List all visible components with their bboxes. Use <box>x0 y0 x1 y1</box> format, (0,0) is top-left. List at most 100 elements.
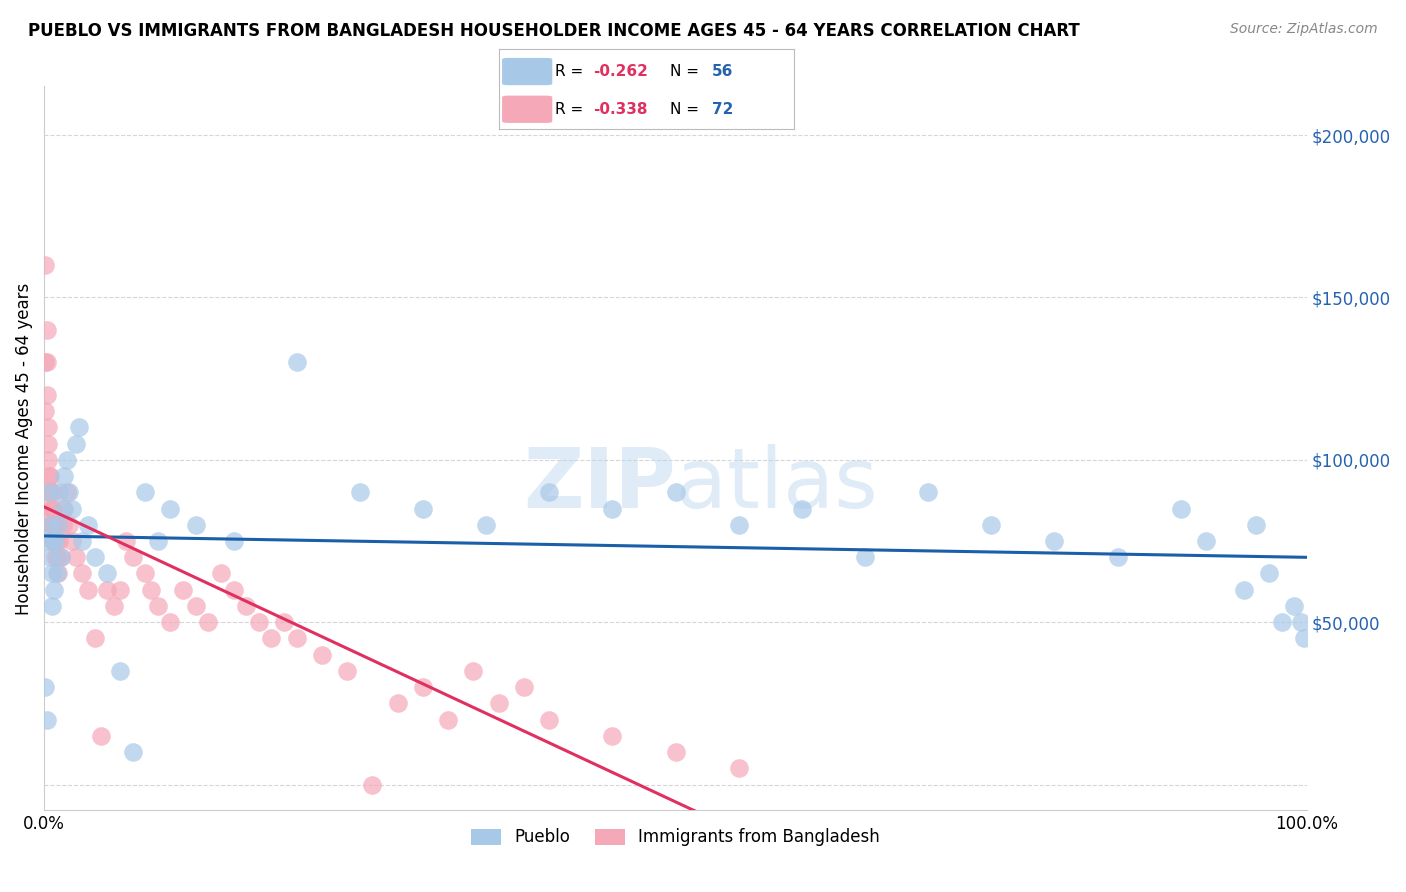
Point <box>121 745 143 759</box>
Point <box>146 533 169 548</box>
Point <box>35 323 58 337</box>
Text: R =: R = <box>555 64 588 79</box>
Point <box>463 664 485 678</box>
Point <box>197 615 219 629</box>
Point <box>45 566 67 581</box>
Point <box>48 485 70 500</box>
Point <box>727 517 749 532</box>
Point <box>1043 533 1066 548</box>
Point <box>60 501 83 516</box>
Point <box>96 566 118 581</box>
Point <box>159 615 181 629</box>
Point <box>1107 550 1129 565</box>
Point <box>35 713 58 727</box>
Point <box>602 729 624 743</box>
Point <box>49 550 72 565</box>
Point <box>83 550 105 565</box>
Point <box>172 582 194 597</box>
Legend: Pueblo, Immigrants from Bangladesh: Pueblo, Immigrants from Bangladesh <box>464 822 887 853</box>
Point <box>39 550 62 565</box>
Point <box>38 501 60 516</box>
Point <box>488 696 510 710</box>
Point <box>96 582 118 597</box>
Point <box>70 566 93 581</box>
Point <box>513 680 536 694</box>
Point <box>39 485 62 500</box>
Point <box>48 533 70 548</box>
Point <box>260 632 283 646</box>
Point <box>1294 632 1316 646</box>
Point <box>134 566 156 581</box>
Point <box>83 632 105 646</box>
Point <box>56 452 79 467</box>
Text: N =: N = <box>671 102 704 117</box>
Point <box>273 615 295 629</box>
Point <box>38 485 60 500</box>
Point <box>42 533 65 548</box>
Point <box>790 501 813 516</box>
Point <box>285 632 308 646</box>
Point <box>184 599 207 613</box>
Point <box>349 485 371 500</box>
Point <box>121 550 143 565</box>
Point <box>42 533 65 548</box>
Point <box>1271 615 1294 629</box>
Point <box>1246 517 1268 532</box>
Point <box>38 469 60 483</box>
Text: PUEBLO VS IMMIGRANTS FROM BANGLADESH HOUSEHOLDER INCOME AGES 45 - 64 YEARS CORRE: PUEBLO VS IMMIGRANTS FROM BANGLADESH HOU… <box>28 22 1080 40</box>
Point <box>235 599 257 613</box>
Point <box>38 485 60 500</box>
Point <box>37 533 59 548</box>
Point <box>980 517 1002 532</box>
Point <box>285 355 308 369</box>
Point <box>1233 582 1256 597</box>
Point <box>412 680 434 694</box>
Point <box>35 355 58 369</box>
Point <box>39 517 62 532</box>
Point <box>538 485 561 500</box>
Point <box>44 550 66 565</box>
Point <box>65 436 87 450</box>
Point <box>184 517 207 532</box>
Text: R =: R = <box>555 102 588 117</box>
Point <box>35 388 58 402</box>
Point <box>115 533 138 548</box>
Point <box>311 648 333 662</box>
Point <box>44 517 66 532</box>
Text: -0.262: -0.262 <box>593 64 648 79</box>
Point <box>44 533 66 548</box>
Point <box>37 452 59 467</box>
Point <box>727 761 749 775</box>
FancyBboxPatch shape <box>502 95 553 123</box>
Point <box>146 599 169 613</box>
Point <box>34 355 56 369</box>
Point <box>42 485 65 500</box>
Point <box>53 501 76 516</box>
Point <box>39 469 62 483</box>
Point <box>53 469 76 483</box>
Point <box>437 713 460 727</box>
Point <box>44 517 66 532</box>
Point <box>602 501 624 516</box>
FancyBboxPatch shape <box>502 58 553 86</box>
Point <box>49 550 72 565</box>
Point <box>46 566 69 581</box>
Point <box>336 664 359 678</box>
Point <box>41 517 63 532</box>
Point <box>39 517 62 532</box>
Point <box>37 420 59 434</box>
Point <box>412 501 434 516</box>
Point <box>475 517 498 532</box>
Point <box>52 501 75 516</box>
Point <box>917 485 939 500</box>
Point <box>70 533 93 548</box>
Point <box>1258 566 1281 581</box>
Point <box>108 664 131 678</box>
Point <box>34 404 56 418</box>
Point <box>60 533 83 548</box>
Text: 56: 56 <box>711 64 733 79</box>
Point <box>42 501 65 516</box>
Point <box>34 258 56 272</box>
Point <box>222 533 245 548</box>
Point <box>45 533 67 548</box>
